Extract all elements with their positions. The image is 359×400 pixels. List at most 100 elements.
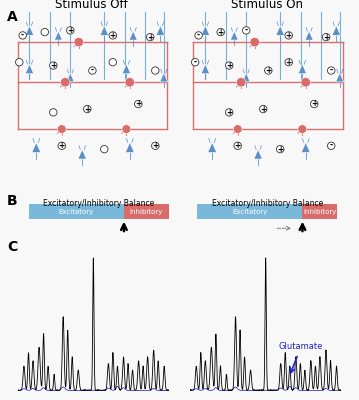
Polygon shape bbox=[25, 64, 34, 74]
Text: +: + bbox=[218, 28, 224, 36]
Text: Glutamate: Glutamate bbox=[279, 342, 323, 373]
Circle shape bbox=[122, 125, 131, 134]
Polygon shape bbox=[156, 26, 165, 35]
Text: +: + bbox=[59, 141, 65, 150]
Circle shape bbox=[285, 32, 293, 39]
Circle shape bbox=[242, 27, 250, 34]
Circle shape bbox=[109, 32, 117, 39]
Circle shape bbox=[234, 142, 242, 150]
Text: +: + bbox=[265, 66, 271, 75]
Bar bbox=[29, 204, 124, 219]
Polygon shape bbox=[230, 31, 238, 40]
Circle shape bbox=[146, 34, 154, 41]
Circle shape bbox=[41, 28, 48, 36]
Polygon shape bbox=[129, 31, 137, 40]
Bar bbox=[303, 204, 337, 219]
Polygon shape bbox=[336, 73, 344, 82]
Text: -: - bbox=[197, 31, 200, 40]
Circle shape bbox=[298, 125, 307, 134]
Circle shape bbox=[125, 78, 135, 87]
Title: Stimulus Off: Stimulus Off bbox=[55, 0, 128, 11]
Circle shape bbox=[285, 58, 293, 66]
Polygon shape bbox=[78, 150, 87, 159]
Polygon shape bbox=[301, 142, 310, 152]
Circle shape bbox=[327, 142, 335, 150]
Text: +: + bbox=[277, 145, 283, 154]
Circle shape bbox=[89, 67, 96, 74]
Circle shape bbox=[322, 34, 330, 41]
Text: Inhibitory: Inhibitory bbox=[130, 208, 163, 214]
Bar bbox=[197, 204, 303, 219]
Text: Excitatory: Excitatory bbox=[59, 208, 94, 214]
Circle shape bbox=[58, 142, 66, 150]
Polygon shape bbox=[242, 73, 250, 82]
Circle shape bbox=[301, 78, 311, 87]
Circle shape bbox=[233, 125, 242, 134]
Circle shape bbox=[151, 67, 159, 74]
Circle shape bbox=[217, 28, 224, 36]
Polygon shape bbox=[254, 150, 262, 159]
Polygon shape bbox=[100, 26, 108, 35]
Polygon shape bbox=[125, 142, 134, 152]
Text: +: + bbox=[67, 26, 73, 35]
Circle shape bbox=[101, 146, 108, 153]
Text: -: - bbox=[21, 31, 24, 40]
Polygon shape bbox=[332, 26, 341, 35]
Circle shape bbox=[84, 105, 91, 113]
Circle shape bbox=[225, 62, 233, 69]
Circle shape bbox=[57, 125, 66, 134]
Text: -: - bbox=[330, 141, 333, 150]
Polygon shape bbox=[305, 31, 313, 40]
Circle shape bbox=[135, 100, 142, 108]
Circle shape bbox=[250, 38, 260, 47]
Title: Stimulus On: Stimulus On bbox=[232, 0, 303, 11]
Polygon shape bbox=[208, 142, 216, 152]
Polygon shape bbox=[55, 31, 62, 40]
Circle shape bbox=[260, 105, 267, 113]
Circle shape bbox=[50, 109, 57, 116]
Circle shape bbox=[195, 32, 202, 39]
Text: +: + bbox=[323, 32, 329, 42]
Circle shape bbox=[74, 38, 84, 47]
Polygon shape bbox=[298, 64, 307, 74]
Text: +: + bbox=[147, 32, 153, 42]
Circle shape bbox=[50, 62, 57, 69]
Polygon shape bbox=[66, 73, 74, 82]
Circle shape bbox=[19, 32, 27, 39]
Text: +: + bbox=[152, 141, 158, 150]
Text: B: B bbox=[7, 194, 18, 208]
Text: A: A bbox=[7, 10, 18, 24]
Text: -: - bbox=[194, 58, 197, 67]
Text: +: + bbox=[226, 108, 232, 117]
Text: Excitatory: Excitatory bbox=[232, 208, 267, 214]
Polygon shape bbox=[122, 64, 131, 74]
Circle shape bbox=[15, 58, 23, 66]
Circle shape bbox=[327, 67, 335, 74]
Text: +: + bbox=[84, 104, 90, 114]
Text: +: + bbox=[234, 141, 241, 150]
Polygon shape bbox=[201, 26, 210, 35]
Text: +: + bbox=[226, 61, 232, 70]
Text: +: + bbox=[286, 58, 292, 67]
Circle shape bbox=[236, 78, 246, 87]
Text: +: + bbox=[286, 31, 292, 40]
Circle shape bbox=[151, 142, 159, 150]
Circle shape bbox=[265, 67, 272, 74]
Text: +: + bbox=[260, 104, 266, 114]
Text: -: - bbox=[244, 26, 248, 35]
Polygon shape bbox=[276, 26, 284, 35]
Text: +: + bbox=[50, 61, 56, 70]
Circle shape bbox=[109, 58, 117, 66]
Bar bbox=[124, 204, 169, 219]
Text: Excitatory/Inhibitory Balance: Excitatory/Inhibitory Balance bbox=[212, 199, 323, 208]
Polygon shape bbox=[25, 26, 34, 35]
Polygon shape bbox=[201, 64, 210, 74]
Text: +: + bbox=[311, 100, 317, 108]
Text: Excitatory/Inhibitory Balance: Excitatory/Inhibitory Balance bbox=[43, 199, 154, 208]
Text: Inhibitory: Inhibitory bbox=[303, 208, 337, 214]
Circle shape bbox=[276, 146, 284, 153]
Polygon shape bbox=[160, 73, 168, 82]
Text: -: - bbox=[91, 66, 94, 75]
Circle shape bbox=[60, 78, 70, 87]
Circle shape bbox=[311, 100, 318, 108]
